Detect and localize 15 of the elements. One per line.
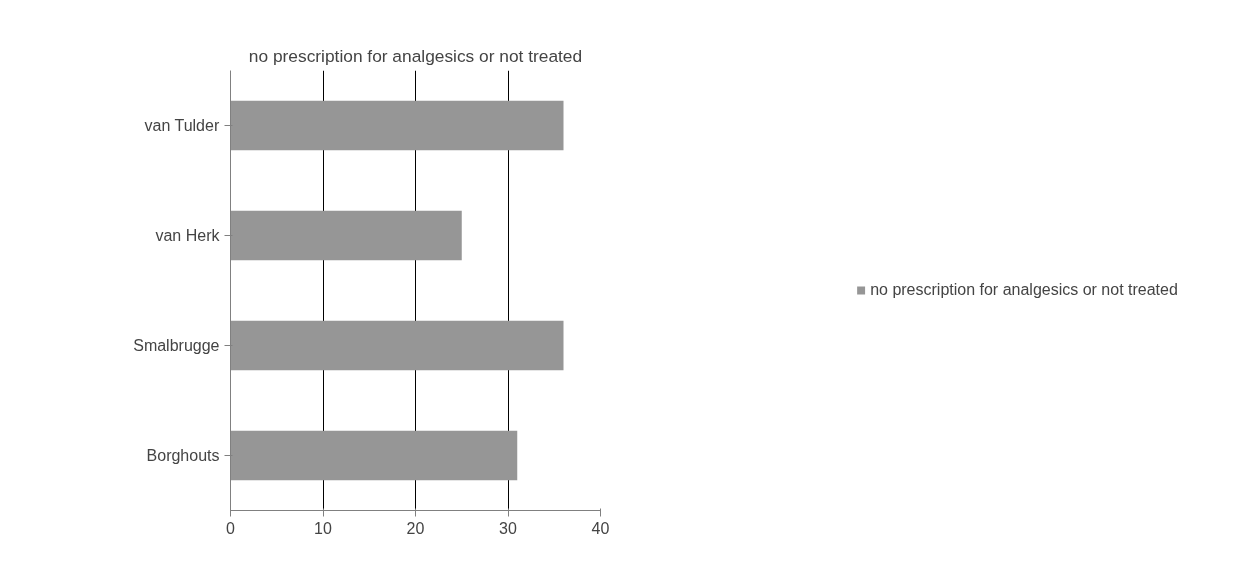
x-tick-label: 0 bbox=[226, 519, 236, 537]
chart-title: no prescription for analgesics or not treated bbox=[248, 45, 583, 66]
y-tick-label: Smalbrugge bbox=[133, 337, 220, 354]
bar bbox=[230, 320, 564, 371]
x-tick-label: 20 bbox=[406, 519, 425, 537]
x-tick-label: 30 bbox=[499, 519, 517, 537]
bar bbox=[230, 100, 564, 151]
legend-label: no prescription for analgesics or not treated bbox=[870, 281, 1178, 299]
y-tick-label: van Herk bbox=[155, 227, 221, 244]
y-tick-label: Borghouts bbox=[146, 447, 220, 464]
x-tick-label: 40 bbox=[591, 519, 610, 537]
x-tick-label: 10 bbox=[314, 519, 332, 537]
bar bbox=[230, 430, 518, 481]
bar bbox=[230, 210, 462, 261]
y-tick-label: van Tulder bbox=[144, 117, 220, 134]
